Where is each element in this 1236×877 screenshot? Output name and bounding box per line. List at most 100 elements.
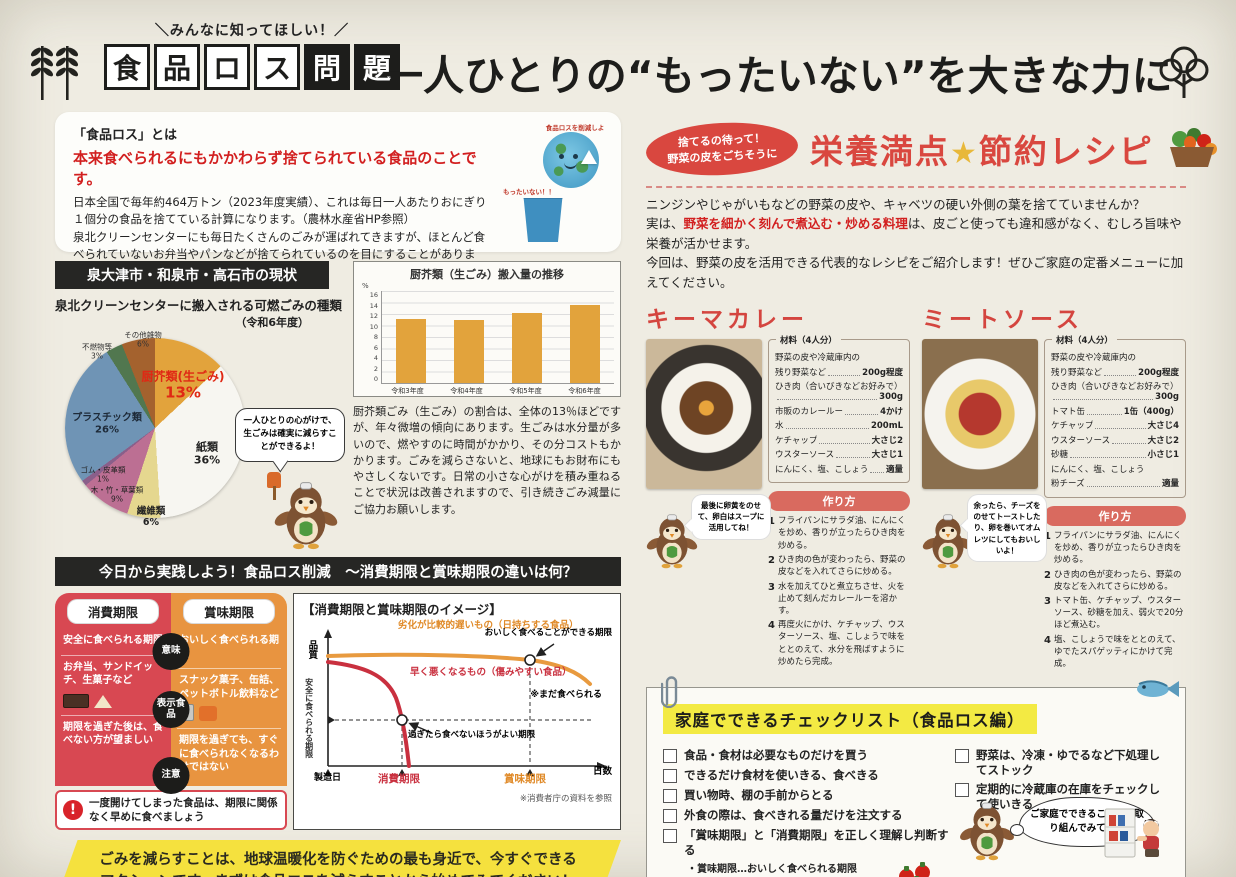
y-tick: 2 xyxy=(373,364,378,373)
mascot-speech-bubble: 一人ひとりの心がけで、生ごみは確実に減らすことができるよ！ xyxy=(235,408,345,462)
fish-icon xyxy=(1135,678,1179,704)
y-tick: 4 xyxy=(373,354,378,362)
use-by-caution: 期限を過ぎた後は、食べない方が望ましい xyxy=(61,714,165,755)
best-by-foods: スナック菓子、缶詰、ペットボトル飲料など xyxy=(177,668,281,728)
dashed-divider xyxy=(646,186,1186,188)
ingredient-row: 砂糖 小さじ1 xyxy=(1051,450,1179,461)
checkbox-icon xyxy=(663,768,677,783)
pie-slice-label: 木・竹・草葉類 9% xyxy=(90,485,144,503)
y-tick: 12 xyxy=(369,312,378,320)
pie-slice-label: その他雑物 6% xyxy=(124,330,162,348)
onigiri-icon xyxy=(581,150,597,164)
checkbox-icon xyxy=(663,748,677,763)
use-by-meaning: 安全に食べられる期限 xyxy=(63,635,163,646)
garbage-bar-chart: 厨芥類（生ごみ）搬入量の推移 % 16 14 12 10 8 6 4 2 0 令和3年度 令和4年… xyxy=(353,261,621,397)
bar-x-label: 令和5年度 xyxy=(509,387,542,395)
steps-title: 作り方 xyxy=(768,491,910,512)
use-by-foods: お弁当、サンドイッチ、生菓子など xyxy=(61,654,165,715)
checklist-item: 買い物時、棚の手前からとる xyxy=(663,788,955,803)
exclamation-icon: ! xyxy=(63,799,83,820)
diagram-title: 【消費期限と賞味期限のイメージ】 xyxy=(302,602,502,617)
recipe-title: ミートソース xyxy=(922,306,1083,333)
best-by-meaning: おいしく食べられる期限 xyxy=(179,635,279,660)
row-badge-meaning: 意味 xyxy=(152,633,190,670)
row-badge-caution: 注意 xyxy=(152,757,190,794)
mascot-kozumin xyxy=(959,799,1015,861)
keema-curry-photo xyxy=(646,338,762,489)
checklist-item: 外食の際は、食べきれる量だけを注文する xyxy=(663,808,955,823)
left-page: 「食品ロス」とは 本来食べられるにもかかわらず捨てられている食品のことです。 日… xyxy=(55,112,621,877)
earth-character-icon xyxy=(543,132,599,188)
paperclip-icon xyxy=(660,674,681,712)
page-title: 一人ひとりの“もったいない”を大きな力に xyxy=(382,52,1173,100)
recipe-step: 2 ひき肉の色が変わったら、野菜の皮などを入れてさらに炒める。 xyxy=(1044,569,1182,592)
row-badge-foods: 表示食品 xyxy=(152,691,190,728)
checkbox-icon xyxy=(663,828,677,843)
brand-logo: ＼みんなに知ってほしい！／ 食品ロス問題 xyxy=(104,20,400,90)
recipe-step: 3 水を加えてひと煮立ちさせ、火を止めて刻んだカレールーを溶かす。 xyxy=(768,581,905,616)
mascot-bubble-text: 最後に卵黄をのせて、卵白はスープに活用してね！ xyxy=(692,494,770,539)
diagram-plot xyxy=(324,629,606,776)
recipe-step: 1 フライパンにサラダ油、にんにくを炒め、香りが立ったらひき肉を炒める。 xyxy=(1044,530,1182,565)
ingredient-row: 残り野菜など 200g程度 xyxy=(775,367,903,378)
checklist-subnote: ・賞味期限…おいしく食べられる期限 xyxy=(687,864,857,876)
tree-icon xyxy=(1156,40,1212,106)
recipe-badge: 捨てるの待って！ 野菜の皮をごちそうに xyxy=(644,119,800,179)
bar-令和5年度 xyxy=(512,312,542,383)
logo-char: 品 xyxy=(154,44,200,90)
ingredients-list: 野菜の皮や冷蔵庫内の 残り野菜など 200g程度 ひき肉（合いびきなどお好みで） 300… xyxy=(775,351,903,475)
header: ＼みんなに知ってほしい！／ 食品ロス問題 一人ひとりの“もったいない”を大きな力… xyxy=(0,14,1236,106)
logo-char: 問 xyxy=(304,44,350,90)
home-checklist: 家庭でできるチェックリスト（食品ロス編） 食品・食材は必要なものだけを買う できる… xyxy=(646,675,1186,877)
checklist-left: 食品・食材は必要なものだけを買う できるだけ食材を使いきる、食べきる 買い物時、棚の… xyxy=(663,748,955,858)
bar-yticks: 16 14 12 10 8 6 4 2 0 xyxy=(360,291,381,383)
expiry-diagram: 【消費期限と賞味期限のイメージ】 xyxy=(293,593,621,830)
y-tick: 6 xyxy=(373,343,378,352)
logo-char: 食 xyxy=(104,44,150,90)
ingredient-row: ケチャップ 大さじ2 xyxy=(775,435,903,446)
best-by-caution: 期限を過ぎても、すぐに食べられなくなるわけではない xyxy=(177,728,281,782)
expiry-comparison-table: 消費期限 安全に食べられる期限 お弁当、サンドイッチ、生菓子など 期限を過ぎた後… xyxy=(55,593,287,830)
steps-list: 1 フライパンにサラダ油、にんにくを炒め、香りが立ったらひき肉を炒める。 2 ひき肉の… xyxy=(768,515,910,667)
snack-bag-icon xyxy=(199,706,217,721)
bar-令和4年度 xyxy=(454,320,484,383)
y-tick: 0 xyxy=(373,375,378,383)
recipe-card-meat-sauce: ミートソース 余ったら、チーズをのせてトーストしたり、卵を巻いてオムレツにしても… xyxy=(922,300,1186,673)
ingredient-row: 野菜の皮や冷蔵庫内の xyxy=(775,353,861,364)
vegetable-basket-icon xyxy=(1166,125,1218,173)
opened-food-warning: ! 一度開けてしまった食品は、期限に関係なく早めに食べましょう xyxy=(55,789,287,830)
use-by-annotation: 過ぎたら食べないほうがよい期限 xyxy=(408,730,536,740)
expiry-comparison-section: 消費期限 安全に食べられる期限 お弁当、サンドイッチ、生菓子など 期限を過ぎた後… xyxy=(55,593,621,830)
checkbox-icon xyxy=(955,783,969,798)
still-edible-annotation: ※まだ食べられる xyxy=(530,690,602,700)
tomatoes-icon xyxy=(899,861,945,877)
sandwich-icon xyxy=(94,694,112,708)
x-label-use-by: 消費期限 xyxy=(378,773,420,785)
recipe-step: 4 塩、こしょうで味をととのえて、ゆでたスパゲッティにかけて完成。 xyxy=(1044,634,1181,669)
ingredient-row: トマト缶 1缶（400g） xyxy=(1051,406,1179,417)
recipe-section-title: 栄養満点★節約レシピ xyxy=(810,132,1154,171)
meat-sauce-photo xyxy=(922,338,1038,489)
foodloss-intro-box: 「食品ロス」とは 本来食べられるにもかかわらず捨てられている食品のことです。 日… xyxy=(55,112,621,278)
pie-slice-label: 厨芥類(生ごみ) 13% xyxy=(141,369,225,402)
bar-x-label: 令和6年度 xyxy=(568,387,601,395)
status-paragraph: 厨芥類ごみ（生ごみ）の割合は、全体の13％ほどですが、年々微増の傾向にあります。… xyxy=(353,405,621,516)
wheat-icon xyxy=(28,40,82,106)
diagram-y-note: 安全に食べられる期限 xyxy=(304,678,314,758)
pie-slice-label: プラスチック類 26% xyxy=(72,412,142,436)
logo-char: ロ xyxy=(204,44,250,90)
recipe-section-header: 捨てるの待って！ 野菜の皮をごちそうに 栄養満点★節約レシピ xyxy=(644,118,1217,180)
bar-令和6年度 xyxy=(570,304,600,383)
logo-char: ス xyxy=(254,44,300,90)
practice-header: 今日から実践しよう！食品ロス削減 ～消費期限と賞味期限の違いは何？ xyxy=(55,557,621,586)
ingredient-row: 市販のカレールー 4かけ xyxy=(775,406,903,417)
recipe-step: 3 トマト缶、ケチャップ、ウスターソース、砂糖を加え、弱火で20分ほど煮込む。 xyxy=(1044,596,1184,631)
earth-trash-illustration: 食品ロスを削減しよう！ もったいない！！ xyxy=(503,124,607,242)
trash-caption: もったいない！！ xyxy=(503,188,555,196)
mascot-kozumin xyxy=(646,511,698,569)
bar-令和3年度 xyxy=(396,318,426,383)
status-header: 泉大津市・和泉市・高石市の現状 xyxy=(55,261,329,289)
fly-swatter-icon xyxy=(267,472,281,500)
right-page: 捨てるの待って！ 野菜の皮をごちそうに 栄養満点★節約レシピ ニンジンやじゃがい… xyxy=(644,118,1217,877)
